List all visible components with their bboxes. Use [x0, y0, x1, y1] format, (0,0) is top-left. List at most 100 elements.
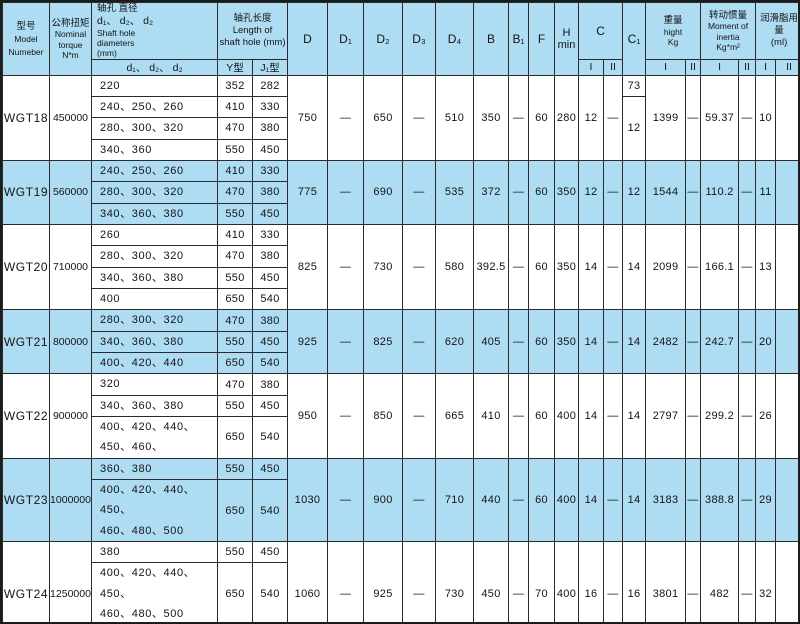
- grease-II-cell: [775, 309, 798, 375]
- inertia-I-cell: 166.1: [700, 223, 740, 311]
- grease-I-cell: 13: [755, 223, 777, 311]
- dim-D3-cell: —: [402, 223, 437, 311]
- y-type-length-cell: 550: [217, 202, 253, 225]
- table-row: WGT22 900000 320 470 380 950—850—665 410—60 400…: [2, 373, 798, 459]
- dim-D4-cell: 535: [435, 159, 475, 225]
- dim-B1-cell: —: [508, 74, 530, 161]
- dim-B-cell: 350: [473, 74, 510, 161]
- dim-B1-cell: —: [508, 457, 530, 543]
- model-cell: WGT20: [2, 223, 50, 311]
- weight-II-cell: —: [685, 74, 702, 161]
- dim-F-cell: 70: [528, 541, 556, 622]
- dim-D4-cell: 580: [435, 223, 475, 311]
- grease-I-cell: 11: [755, 159, 777, 225]
- grease-II-cell: [775, 541, 798, 622]
- dim-D1-cell: —: [327, 223, 365, 311]
- dim-D2-cell: 650: [363, 74, 404, 161]
- bore-diameters-cell: 340、360、380: [91, 266, 218, 290]
- table-row: 340、360、380 550 450: [3, 394, 799, 418]
- j1-type-length-cell: 330: [251, 223, 289, 247]
- subheader-grease-I: I: [755, 58, 777, 76]
- y-type-length-cell: 410: [217, 95, 253, 119]
- dim-H-cell: 350: [554, 159, 580, 225]
- c1-cell: 14: [622, 223, 647, 311]
- length-header-line2: shaft hole (mm): [219, 36, 286, 48]
- dim-B-cell: 410: [473, 373, 510, 459]
- grease-II-cell: [775, 457, 798, 543]
- model-header-cn: 型号: [16, 20, 36, 32]
- dim-C_I-cell: 16: [578, 541, 605, 622]
- col-header-B: B: [473, 2, 510, 76]
- col-header-D1: D₁: [327, 2, 365, 76]
- weight-I-cell: 2482: [645, 309, 687, 375]
- dim-C_II-cell: —: [603, 74, 624, 161]
- nominal-torque-cell: 900000: [49, 373, 92, 459]
- dim-B1-cell: —: [508, 159, 530, 225]
- col-header-bore-diameters: 轴孔 直径 d₁、 d₂、 d₂ Shaft hole diameters (m…: [91, 2, 218, 60]
- j1-type-length-cell: 540: [251, 479, 289, 543]
- table-row: 400、420、440 650 540: [3, 352, 799, 375]
- bore-diameters-cell: 400: [91, 287, 218, 311]
- j1-type-length-cell: 540: [251, 287, 289, 311]
- y-type-length-cell: 470: [217, 117, 253, 140]
- model-header-en1: Model: [14, 34, 38, 45]
- dim-D-cell: 950: [287, 373, 329, 459]
- y-type-length-cell: 410: [217, 223, 253, 247]
- hmin-line2: min: [557, 38, 576, 51]
- model-header-en2: Numeber: [8, 46, 44, 57]
- model-cell: WGT18: [2, 74, 50, 161]
- torque-header-unit: N*m: [62, 49, 79, 60]
- bore-diameters-cell: 400、420、440、 450、460、: [91, 416, 218, 459]
- dim-D2-cell: 825: [363, 309, 404, 375]
- y-type-length-cell: 550: [217, 541, 253, 564]
- j1-type-length-cell: 330: [251, 159, 289, 183]
- table-row: 400、420、440、450、 460、480、500 650 540: [3, 479, 799, 543]
- dim-F-cell: 60: [528, 159, 556, 225]
- inertia-header-unit: Kg*m²: [716, 41, 740, 52]
- dim-C_I-cell: 12: [578, 74, 605, 161]
- inertia-header-en1: Moment of: [707, 21, 749, 32]
- dim-B-cell: 392.5: [473, 223, 510, 311]
- bore-diameters-cell: 280、300、320: [91, 117, 218, 140]
- j1-type-length-cell: 450: [251, 394, 289, 418]
- nominal-torque-cell: 450000: [49, 74, 92, 161]
- table-row: WGT24 1250000 380 550 450 1060—925—730 450—70 4…: [2, 541, 798, 622]
- subheader-inertia-II: II: [738, 58, 757, 76]
- spec-table-body: WGT18 450000 220 352 282 750—650—510 350—60 280…: [2, 74, 799, 622]
- inertia-I-cell: 299.2: [700, 373, 740, 459]
- dim-F-cell: 60: [528, 223, 556, 311]
- dim-H-cell: 400: [554, 457, 580, 543]
- j1-type-length-cell: 380: [251, 117, 289, 140]
- dim-D-cell: 775: [287, 159, 329, 225]
- col-header-grease: 润滑脂用量 (ml): [755, 2, 799, 60]
- dim-B-cell: 372: [473, 159, 510, 225]
- model-cell: WGT21: [2, 309, 50, 375]
- dim-B1-cell: —: [508, 223, 530, 311]
- dim-D2-cell: 690: [363, 159, 404, 225]
- table-row: 400、420、440、 450、460、 650 540: [3, 416, 799, 459]
- inertia-header-cn: 转动惯量: [709, 9, 748, 21]
- weight-II-cell: —: [685, 223, 702, 311]
- dim-D2-cell: 900: [363, 457, 404, 543]
- bore-diameters-cell: 360、380: [91, 457, 218, 481]
- dim-F-cell: 60: [528, 373, 556, 459]
- y-type-length-cell: 470: [217, 309, 253, 332]
- subheader-weight-II: II: [685, 58, 702, 76]
- dim-B1-cell: —: [508, 309, 530, 375]
- dim-C_II-cell: —: [603, 223, 624, 311]
- bore-diameters-cell: 340、360、380: [91, 394, 218, 418]
- dim-D3-cell: —: [402, 74, 437, 161]
- dim-C_II-cell: —: [603, 541, 624, 622]
- inertia-I-cell: 242.7: [700, 309, 740, 375]
- bore-diameters-cell: 220: [91, 74, 218, 97]
- grease-I-cell: 26: [755, 373, 777, 459]
- dim-D-cell: 925: [287, 309, 329, 375]
- grease-header-cn: 润滑脂用量: [760, 12, 799, 36]
- bore-header-unit: (mm): [97, 48, 117, 59]
- dim-H-cell: 280: [554, 74, 580, 161]
- bore-diameters-cell: 400、420、440、450、 460、480、500: [91, 562, 218, 622]
- grease-header-unit: (ml): [770, 36, 788, 48]
- col-header-F: F: [528, 2, 556, 76]
- col-header-weight: 重量 hight Kg: [645, 2, 702, 60]
- table-header: 型号 Model Numeber 公称扭矩 Nominal torque N*m…: [2, 2, 799, 76]
